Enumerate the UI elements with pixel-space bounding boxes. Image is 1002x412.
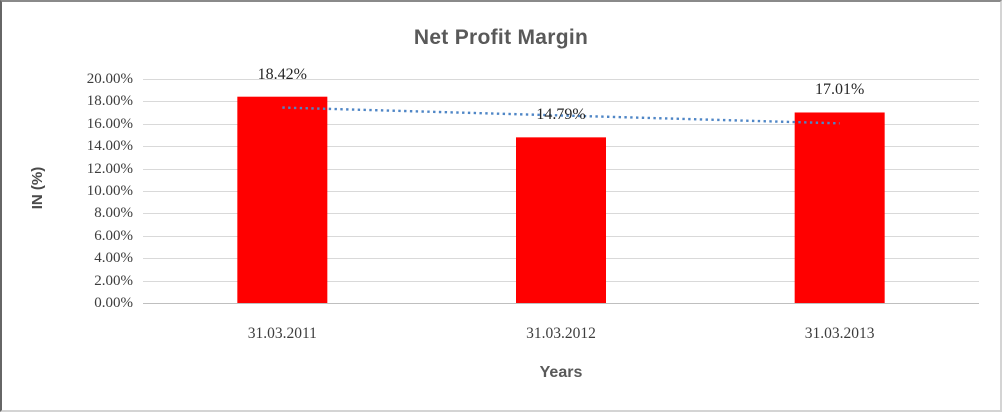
x-tick-label: 31.03.2012 (526, 325, 596, 342)
chart-title[interactable]: Net Profit Margin (413, 26, 589, 49)
trendline[interactable] (282, 106, 840, 125)
y-tick-label: 18.00% (86, 93, 133, 110)
x-tick-label: 31.03.2013 (804, 325, 875, 342)
plot-svg (143, 79, 979, 304)
bar-data-label: 17.01% (814, 81, 865, 99)
x-tick-label: 31.03.2011 (247, 325, 317, 342)
bar-31.03.2013[interactable] (794, 112, 885, 303)
y-tick-label: 20.00% (86, 71, 133, 87)
bar-data-label: 18.42% (257, 65, 307, 83)
y-tick-label: 14.00% (86, 138, 133, 155)
bar-31.03.2011[interactable] (237, 96, 328, 303)
bar-data-label: 14.79% (536, 106, 586, 124)
x-axis-title: Years (539, 364, 583, 381)
y-tick-label: 12.00% (86, 160, 133, 177)
y-tick-label: 2.00% (94, 272, 133, 289)
y-tick-label: 8.00% (94, 205, 133, 222)
y-tick-label: 10.00% (86, 183, 133, 199)
y-tick-label: 6.00% (94, 227, 133, 244)
y-tick-label: 16.00% (86, 115, 133, 132)
y-tick-label: 0.00% (94, 295, 133, 311)
bar-31.03.2012[interactable] (516, 137, 606, 303)
y-tick-label: 4.00% (94, 250, 133, 267)
